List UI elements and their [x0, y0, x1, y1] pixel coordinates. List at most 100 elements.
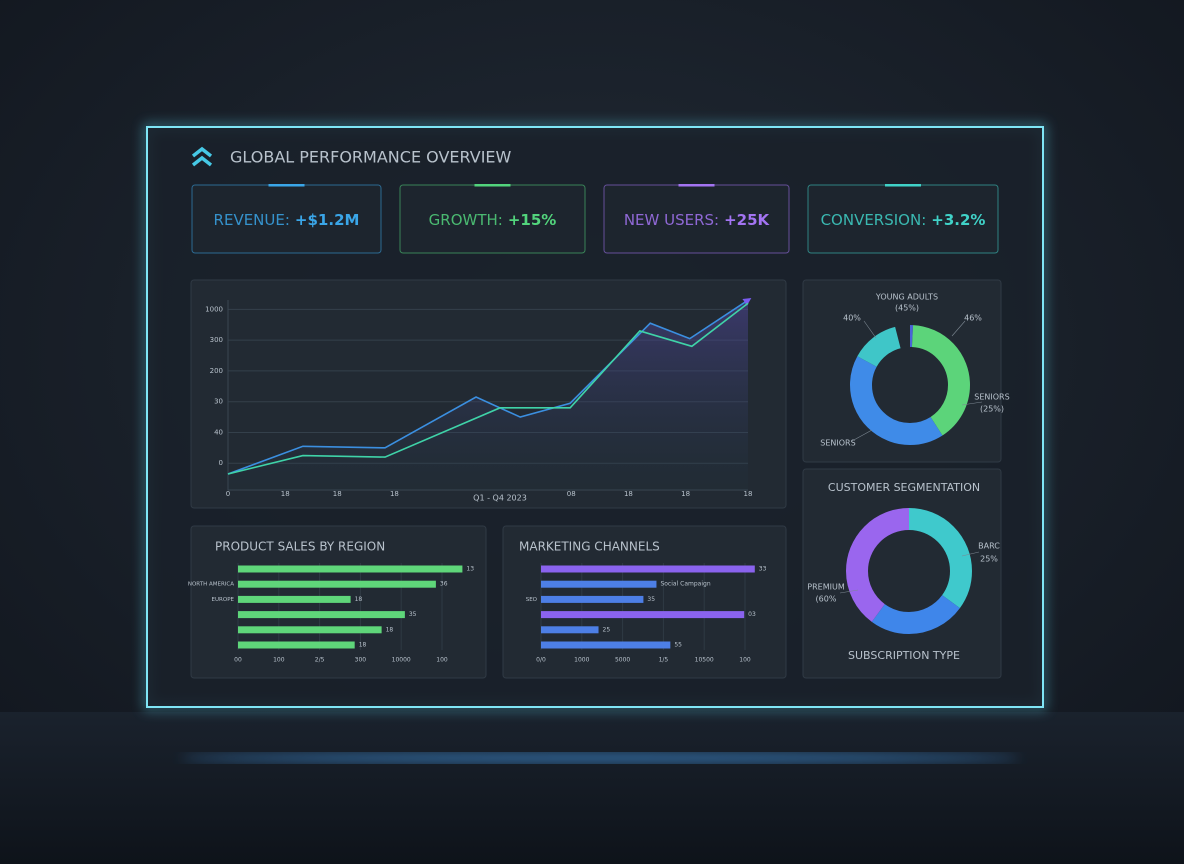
kpi-text: CONVERSION: +3.2% [821, 211, 986, 229]
panel-title: PRODUCT SALES BY REGION [215, 540, 385, 554]
floor [0, 712, 1184, 864]
value-label: 18 [355, 596, 363, 603]
value-label: 13 [466, 566, 474, 573]
kpi-text: REVENUE: +$1.2M [214, 211, 360, 229]
category-label: NORTH AMERICA [188, 582, 234, 588]
bar [238, 580, 436, 588]
x-tick-label: 300 [355, 657, 367, 664]
leader-line [839, 589, 859, 594]
kpi-value: +15% [508, 211, 556, 229]
x-axis-label: Q1 - Q4 2023 [473, 494, 527, 503]
x-tick-label: 2/5 [315, 657, 325, 664]
x-tick-label: 18 [624, 490, 633, 498]
panel-title: CUSTOMER SEGMENTATION [828, 481, 980, 494]
bar [238, 595, 351, 603]
panel-subtitle: SUBSCRIPTION TYPE [848, 649, 960, 662]
y-tick-label: 300 [210, 336, 223, 344]
bar [238, 611, 405, 619]
panel [802, 468, 1002, 679]
value-label: 35 [647, 596, 655, 603]
donut-annotation: BARC [978, 542, 1000, 551]
kpi-value: +$1.2M [295, 211, 360, 229]
kpi-accent [268, 184, 305, 187]
bar [541, 580, 657, 588]
leader-line [863, 320, 877, 339]
donut-annotation: (45%) [895, 304, 919, 313]
line-series [227, 297, 752, 475]
bar [541, 626, 599, 634]
y-tick-label: 40 [214, 428, 223, 436]
panel [502, 525, 787, 679]
kpi-accent [678, 184, 715, 187]
category-label: SEO [526, 597, 538, 603]
value-label: 55 [674, 642, 682, 649]
x-tick-label: 5000 [615, 657, 630, 664]
x-tick-label: 18 [390, 490, 399, 498]
x-tick-label: 0/0 [536, 657, 546, 664]
category-label: EUROPE [212, 597, 235, 603]
donut-annotation: (60% [816, 595, 837, 604]
bar [541, 611, 745, 619]
donut-segment [850, 325, 970, 445]
x-tick-label: 08 [567, 490, 576, 498]
x-tick-label: 00 [234, 657, 242, 664]
bar [238, 626, 382, 634]
kpi-label: GROWTH: [429, 211, 503, 229]
y-tick-label: 0 [219, 459, 223, 467]
donut-annotation: SENIORS [974, 393, 1009, 402]
donut-annotation: PREMIUM [807, 583, 845, 592]
x-tick-label: 100 [436, 657, 448, 664]
bar-annotation: Social Campaign [660, 581, 710, 588]
dashboard-title: GLOBAL PERFORMANCE OVERVIEW [230, 148, 512, 167]
x-tick-label: 100 [273, 657, 285, 664]
x-tick-label: 18 [681, 490, 690, 498]
kpi-accent [474, 184, 511, 187]
x-tick-label: 10000 [392, 657, 411, 664]
x-tick-label: 18 [333, 490, 342, 498]
bar [238, 641, 355, 649]
floor-glow [180, 753, 1020, 763]
kpi-label: NEW USERS: [624, 211, 719, 229]
value-label: 18 [386, 626, 394, 633]
leader-line [961, 551, 980, 557]
donut-segment [850, 325, 970, 445]
kpi-accent [885, 184, 921, 187]
bar [541, 641, 671, 649]
donut-annotation: 40% [843, 314, 861, 323]
kpi-value: +3.2% [931, 211, 985, 229]
logo-icon [191, 146, 213, 167]
area-fill [228, 300, 748, 490]
donut-annotation: 46% [964, 314, 982, 323]
kpi-label: CONVERSION: [821, 211, 927, 229]
x-tick-label: 1000 [574, 657, 589, 664]
y-tick-label: 200 [210, 367, 223, 375]
x-tick-label: 18 [744, 490, 753, 498]
donut-annotation: SENIORS [820, 439, 855, 448]
bar [238, 565, 463, 573]
bar [541, 565, 755, 573]
value-label: 18 [359, 642, 367, 649]
donut-segment [850, 325, 970, 445]
donut-segment [846, 508, 972, 634]
kpi-text: GROWTH: +15% [429, 211, 557, 229]
donut-annotation: (25%) [980, 405, 1004, 414]
x-tick-label: 0 [226, 490, 230, 498]
donut-segment [846, 508, 972, 634]
y-tick-label: 30 [214, 398, 223, 406]
leader-line [961, 401, 983, 406]
donut-annotation: 25% [980, 555, 998, 564]
bar [541, 595, 644, 603]
kpi-text: NEW USERS: +25K [624, 211, 771, 229]
value-label: 36 [440, 581, 448, 588]
value-label: 33 [759, 566, 767, 573]
panel-title: MARKETING CHANNELS [519, 540, 660, 554]
value-label: 35 [409, 611, 417, 618]
x-tick-label: 1/5 [659, 657, 669, 664]
line-series [227, 302, 749, 475]
x-tick-label: 10500 [695, 657, 714, 664]
leader-line [951, 320, 966, 337]
kpi-label: REVENUE: [214, 211, 290, 229]
leader-line [851, 429, 873, 442]
y-tick-label: 1000 [205, 305, 223, 313]
